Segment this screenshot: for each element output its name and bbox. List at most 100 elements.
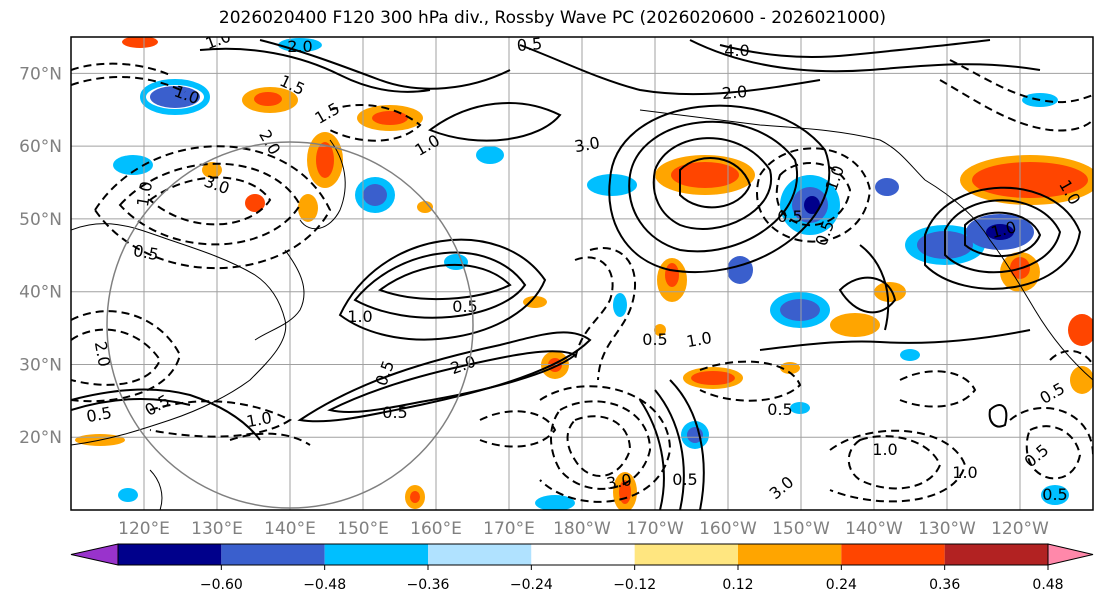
coastline-asia bbox=[71, 223, 287, 446]
anomaly-shade bbox=[804, 196, 820, 214]
longitude-tick-label: 180°W bbox=[553, 519, 611, 539]
contour-label: 0.5 bbox=[382, 403, 407, 422]
colorbar-tick-label: −0.12 bbox=[613, 577, 656, 593]
contour-line bbox=[669, 379, 705, 510]
contour-line bbox=[949, 59, 1093, 104]
latitude-labels: 70°N 60°N 50°N 40°N 30°N 20°N bbox=[19, 64, 62, 448]
contour-label: 1.0 bbox=[952, 463, 977, 482]
contour-line bbox=[988, 404, 1008, 428]
contour-line bbox=[838, 276, 897, 314]
anomaly-shade bbox=[691, 371, 735, 385]
longitude-tick-label: 120°E bbox=[118, 519, 170, 539]
coastline-philippines bbox=[149, 469, 163, 510]
anomaly-shade bbox=[254, 92, 282, 106]
anomaly-shade bbox=[671, 162, 739, 188]
contour-line bbox=[539, 385, 672, 503]
contour-label: 2.0 bbox=[721, 82, 748, 103]
contour-line bbox=[148, 176, 272, 226]
contour-label: 1.0 bbox=[347, 307, 372, 326]
graticule bbox=[71, 37, 1093, 510]
longitude-labels: 120°E 130°E 140°E 150°E 160°E 170°E 180°W 170°W… bbox=[118, 519, 1049, 539]
contour-line bbox=[353, 251, 527, 319]
colorbar-segment bbox=[738, 544, 842, 565]
anomaly-shade bbox=[587, 174, 637, 196]
contour-line bbox=[859, 244, 890, 331]
contour-label: 0.5 bbox=[132, 241, 160, 264]
anomaly-shade bbox=[986, 224, 1014, 240]
contour-line bbox=[924, 186, 1082, 290]
plot-title: 2026020400 F120 300 hPa div., Rossby Wav… bbox=[218, 8, 887, 28]
anomaly-shade bbox=[780, 299, 820, 321]
colorbar-extend-high bbox=[1047, 543, 1094, 566]
colorbar-segment bbox=[841, 544, 945, 565]
anomaly-shade bbox=[150, 86, 200, 108]
contour-line bbox=[566, 415, 632, 477]
latitude-tick-label: 40°N bbox=[19, 283, 62, 303]
contour-line bbox=[229, 432, 311, 446]
anomaly-shade bbox=[900, 349, 920, 361]
colorbar-tick-label: −0.24 bbox=[510, 577, 553, 593]
contour-line bbox=[608, 104, 831, 273]
contour-line bbox=[71, 328, 162, 386]
longitude-tick-label: 140°W bbox=[845, 519, 903, 539]
contour-line bbox=[71, 397, 191, 411]
contour-label: 1.0 bbox=[685, 328, 713, 351]
anomaly-shade bbox=[122, 37, 158, 48]
contour-lines-negative bbox=[71, 59, 1093, 503]
anomaly-shade bbox=[140, 79, 210, 115]
contour-label: 1.0 bbox=[133, 180, 156, 208]
contour-line bbox=[329, 104, 422, 142]
colorbar-segment bbox=[944, 544, 1048, 565]
longitude-tick-label: 160°E bbox=[410, 519, 462, 539]
contour-line bbox=[719, 39, 991, 58]
contour-line bbox=[689, 39, 1041, 73]
longitude-tick-label: 170°E bbox=[483, 519, 535, 539]
latitude-tick-label: 20°N bbox=[19, 428, 62, 448]
contour-line bbox=[71, 388, 261, 441]
contour-line bbox=[71, 76, 186, 93]
anomaly-shade bbox=[316, 142, 334, 178]
anomaly-shade bbox=[476, 146, 504, 164]
coastlines bbox=[71, 109, 1093, 510]
contour-line bbox=[829, 429, 967, 503]
anomaly-shade bbox=[619, 480, 631, 504]
contour-label: 0.5 bbox=[85, 403, 113, 426]
anomaly-shade bbox=[1068, 314, 1093, 346]
colorbar-tick-label: −0.36 bbox=[407, 577, 450, 593]
contour-label: 3.0 bbox=[573, 133, 601, 156]
anomaly-shade bbox=[1070, 366, 1093, 394]
contour-line bbox=[847, 435, 942, 490]
colorbar-segment bbox=[428, 544, 532, 565]
colorbar-outline bbox=[117, 543, 1049, 566]
longitude-tick-label: 170°W bbox=[626, 519, 684, 539]
colorbar-tick-label: 0.24 bbox=[826, 577, 857, 593]
anomaly-shade bbox=[613, 293, 627, 317]
anomaly-shade bbox=[372, 111, 408, 125]
latitude-tick-label: 70°N bbox=[19, 64, 62, 84]
anomaly-shade bbox=[665, 263, 679, 287]
colorbar-tick-label: 0.12 bbox=[722, 577, 753, 593]
contour-label: 2.0 bbox=[287, 37, 312, 56]
contour-label: 0.5 bbox=[767, 400, 792, 419]
contour-line bbox=[964, 211, 1042, 258]
colorbar-tick-label: 0.48 bbox=[1032, 577, 1063, 593]
contour-line bbox=[639, 399, 665, 510]
contour-line bbox=[699, 360, 802, 402]
contour-line bbox=[149, 400, 292, 438]
contour-line bbox=[756, 147, 872, 243]
colorbar-segment bbox=[634, 544, 738, 565]
anomaly-shade bbox=[363, 184, 387, 206]
longitude-tick-label: 120°W bbox=[991, 519, 1049, 539]
colorbar: −0.60 −0.48 −0.36 −0.24 −0.12 0.12 0.24 0.36 0.4… bbox=[70, 543, 1094, 593]
contour-line bbox=[297, 331, 592, 423]
anomaly-shade bbox=[972, 162, 1088, 198]
contour-line bbox=[338, 238, 547, 341]
colorbar-segment bbox=[324, 544, 428, 565]
colorbar-tick-label: 0.36 bbox=[929, 577, 960, 593]
longitude-tick-label: 160°W bbox=[699, 519, 757, 539]
contour-line bbox=[654, 389, 685, 510]
coastline-alaska bbox=[639, 109, 926, 181]
anomaly-shade bbox=[410, 491, 420, 503]
contour-line bbox=[944, 199, 1062, 274]
contour-line bbox=[775, 162, 852, 227]
